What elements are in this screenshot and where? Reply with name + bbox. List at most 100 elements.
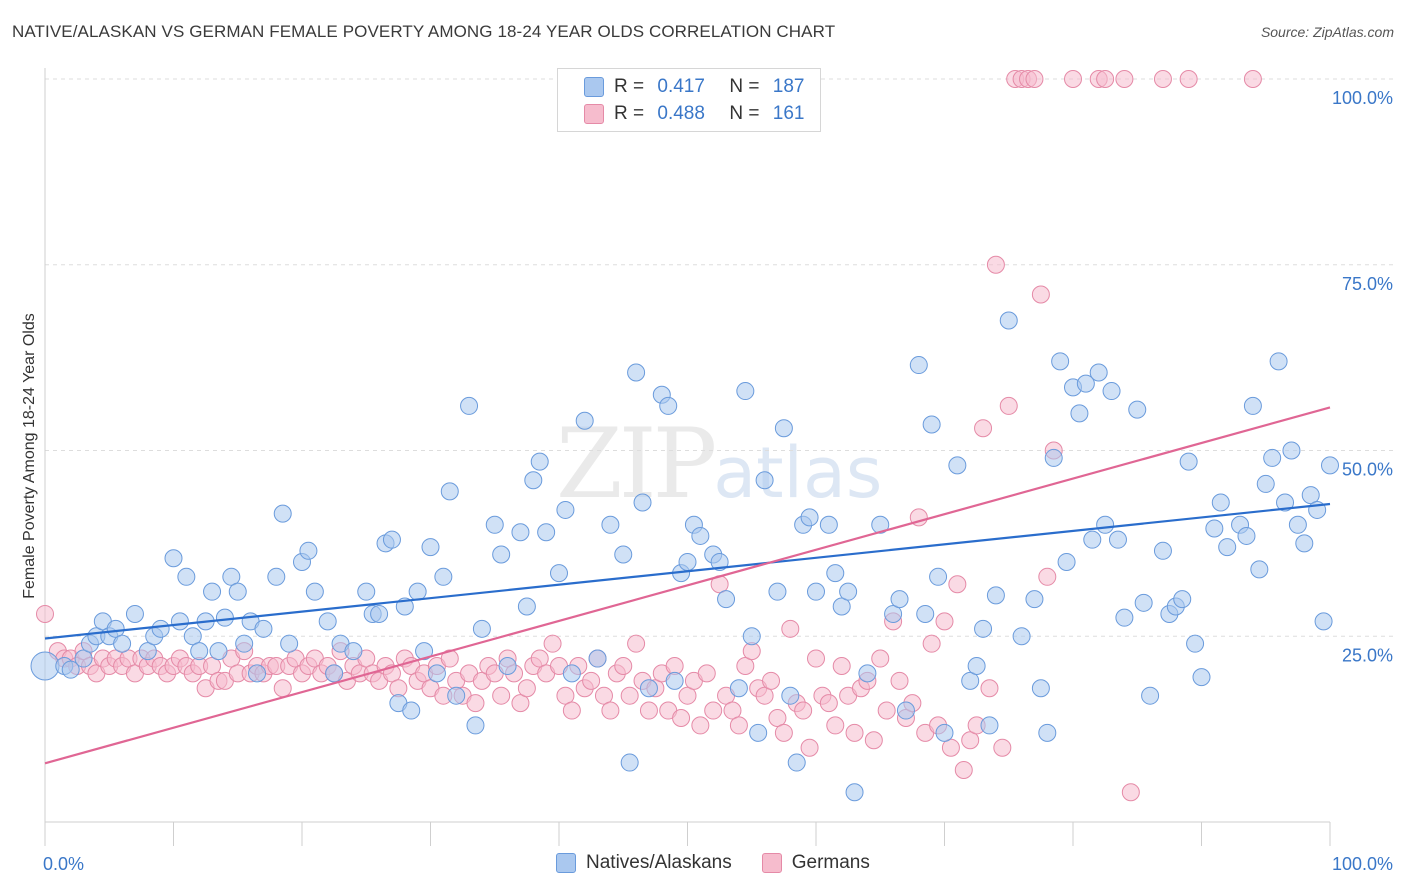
native-point — [1218, 538, 1237, 557]
german-point — [961, 731, 980, 750]
native-point — [633, 493, 652, 512]
german-point — [594, 686, 613, 705]
native-point — [787, 753, 806, 772]
native-point — [1173, 590, 1192, 609]
series-natives — [30, 311, 1339, 802]
german-point — [755, 686, 774, 705]
axes — [44, 68, 1331, 846]
german-point — [877, 701, 896, 720]
native-point — [215, 608, 234, 627]
native-point — [986, 586, 1005, 605]
native-point — [800, 508, 819, 527]
native-point — [575, 411, 594, 430]
native-point — [370, 604, 389, 623]
german-point — [999, 396, 1018, 415]
german-point — [492, 686, 511, 705]
german-point — [1121, 783, 1140, 802]
native-point — [209, 642, 228, 661]
native-point — [1070, 404, 1089, 423]
native-point — [1295, 534, 1314, 553]
german-point — [768, 708, 787, 727]
native-point — [1096, 515, 1115, 534]
german-point — [672, 708, 691, 727]
native-point — [826, 564, 845, 583]
native-point — [421, 538, 440, 557]
native-point — [1263, 448, 1282, 467]
native-point — [222, 567, 241, 586]
germans-n-value: 161 — [772, 103, 805, 124]
native-point — [562, 664, 581, 683]
native-point — [807, 582, 825, 601]
german-point — [986, 255, 1005, 274]
tick-labels: 25.0% 50.0% 75.0% 100.0% 0.0% 100.0% — [43, 88, 1393, 874]
native-point — [1025, 590, 1044, 609]
germans-r-label: R = — [614, 103, 645, 124]
native-point — [447, 686, 466, 705]
german-point — [832, 656, 851, 675]
native-point — [190, 642, 209, 661]
native-point — [440, 482, 459, 501]
german-point — [729, 716, 748, 735]
native-point — [248, 664, 267, 683]
native-point — [736, 382, 755, 401]
x-tick-label-end: 100.0% — [1332, 854, 1393, 874]
german-point — [1115, 70, 1134, 88]
native-point — [273, 504, 292, 523]
native-point — [1153, 541, 1172, 560]
native-point — [1076, 374, 1095, 393]
natives-n-label: N = — [729, 76, 760, 97]
native-point — [884, 604, 903, 623]
german-point — [620, 686, 639, 705]
german-point — [517, 679, 536, 698]
native-point — [961, 671, 980, 690]
native-point — [524, 471, 543, 490]
german-point — [530, 649, 549, 668]
natives-r-label: R = — [614, 76, 645, 97]
natives-swatch — [584, 77, 604, 97]
german-point — [935, 612, 954, 631]
native-point — [267, 567, 286, 586]
source-credit: Source: ZipAtlas.com — [1260, 24, 1394, 40]
native-point — [819, 515, 838, 534]
native-point — [1179, 452, 1198, 471]
native-point — [498, 656, 517, 675]
native-point — [627, 363, 646, 382]
german-point — [1064, 70, 1082, 88]
native-point — [922, 415, 941, 434]
chart-title: NATIVE/ALASKAN VS GERMAN FEMALE POVERTY … — [12, 22, 836, 41]
native-point — [659, 396, 678, 415]
native-point — [967, 656, 986, 675]
german-point — [627, 634, 646, 653]
german-point — [543, 634, 562, 653]
german-point — [556, 686, 575, 705]
native-point — [729, 679, 748, 698]
germans-n-label: N = — [729, 103, 760, 124]
native-point — [839, 582, 858, 601]
german-point — [974, 419, 993, 438]
native-point — [832, 597, 851, 616]
native-point — [530, 452, 549, 471]
y-axis-label: Female Poverty Among 18-24 Year Olds — [21, 313, 38, 599]
series-germans — [36, 70, 1262, 802]
native-point — [415, 642, 434, 661]
german-point — [871, 649, 890, 668]
native-point — [305, 582, 324, 601]
native-point — [408, 582, 427, 601]
german-point — [273, 679, 292, 698]
native-point — [466, 716, 485, 735]
german-point — [1025, 70, 1044, 88]
native-point — [845, 783, 864, 802]
y-tick-label-1: 50.0% — [1342, 460, 1393, 480]
native-point — [1044, 448, 1063, 467]
correlation-legend: R = 0.417 N = 187 R = 0.488 N = 161 — [557, 68, 821, 132]
legend-row-germans: R = 0.488 N = 161 — [584, 102, 804, 126]
native-point — [1237, 526, 1256, 545]
native-point — [30, 651, 60, 681]
native-point — [113, 634, 132, 653]
native-point — [588, 649, 607, 668]
native-point — [948, 456, 967, 475]
natives-r-value: 0.417 — [657, 76, 705, 97]
german-point — [826, 716, 845, 735]
native-point — [357, 582, 376, 601]
natives-trend-line — [44, 502, 1331, 640]
